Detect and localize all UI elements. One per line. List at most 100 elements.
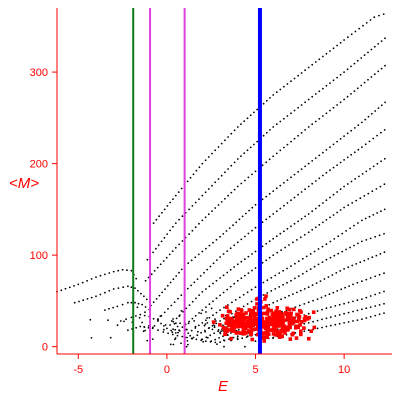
- data-point: [313, 250, 316, 253]
- data-point: [379, 185, 382, 188]
- data-point: [278, 286, 281, 288]
- y-axis-label: <M>: [9, 175, 39, 192]
- data-point: [222, 324, 224, 327]
- red-point: [245, 315, 250, 320]
- data-point: [197, 330, 199, 333]
- red-point: [290, 332, 295, 337]
- data-point: [265, 131, 268, 134]
- data-point: [338, 314, 341, 316]
- data-point: [290, 80, 292, 83]
- data-point: [370, 76, 373, 78]
- data-point: [325, 258, 328, 261]
- data-point: [346, 183, 349, 185]
- data-point: [194, 226, 197, 229]
- data-point: [139, 325, 142, 328]
- data-point: [167, 332, 170, 335]
- data-point: [223, 345, 225, 348]
- red-point: [291, 317, 296, 321]
- data-point: [378, 273, 381, 276]
- data-point: [317, 248, 320, 250]
- data-point: [318, 90, 321, 93]
- red-point: [239, 331, 243, 335]
- data-point: [383, 208, 386, 211]
- data-point: [162, 260, 165, 262]
- red-point: [265, 310, 270, 315]
- data-point: [188, 208, 191, 211]
- data-point: [363, 54, 366, 57]
- red-point: [284, 312, 288, 317]
- data-point: [212, 282, 214, 285]
- data-point: [322, 174, 324, 177]
- data-point: [283, 146, 285, 149]
- data-point: [346, 68, 349, 71]
- data-point: [314, 61, 317, 63]
- data-point: [318, 204, 321, 207]
- data-point: [219, 341, 222, 343]
- data-point: [222, 274, 225, 277]
- data-point: [217, 178, 220, 180]
- data-point: [321, 308, 323, 311]
- red-point: [272, 315, 276, 319]
- data-point: [266, 279, 269, 282]
- data-point: [334, 315, 337, 317]
- data-point: [187, 262, 190, 265]
- red-point: [281, 319, 285, 324]
- data-point: [286, 267, 288, 270]
- data-point: [307, 98, 310, 101]
- data-point: [206, 322, 209, 324]
- data-point: [173, 301, 176, 303]
- data-point: [361, 240, 363, 243]
- data-point: [339, 270, 342, 272]
- data-point: [376, 134, 378, 137]
- data-point: [244, 179, 246, 182]
- red-point: [241, 329, 245, 333]
- data-point: [73, 285, 75, 287]
- data-point: [224, 171, 226, 174]
- data-point: [152, 251, 155, 254]
- data-point: [214, 149, 217, 152]
- data-point: [215, 238, 218, 241]
- data-point: [325, 52, 328, 55]
- data-point: [146, 258, 149, 261]
- data-point: [155, 298, 158, 300]
- data-point: [121, 268, 124, 271]
- data-point: [121, 303, 124, 306]
- data-point: [353, 244, 355, 247]
- data-point: [226, 288, 229, 291]
- data-point: [376, 212, 378, 214]
- data-point: [312, 320, 314, 323]
- data-point: [248, 209, 251, 212]
- data-point: [276, 300, 279, 302]
- data-point: [195, 297, 197, 300]
- data-point: [208, 285, 211, 288]
- data-point: [185, 307, 188, 310]
- data-point: [270, 276, 273, 279]
- red-point: [298, 323, 302, 327]
- data-point: [205, 336, 208, 339]
- red-point: [240, 313, 244, 317]
- data-point: [246, 303, 249, 305]
- data-point: [206, 317, 209, 319]
- red-point: [286, 328, 290, 332]
- data-point: [236, 335, 239, 338]
- red-point: [280, 312, 284, 316]
- data-point: [109, 336, 112, 339]
- data-point: [329, 306, 332, 308]
- data-point: [320, 296, 323, 299]
- data-point: [250, 288, 253, 291]
- data-point: [341, 232, 344, 235]
- data-point: [197, 324, 200, 327]
- data-point: [169, 281, 172, 284]
- data-point: [343, 185, 345, 188]
- red-point: [246, 329, 251, 333]
- red-point: [261, 311, 266, 316]
- data-point: [233, 129, 236, 132]
- data-point: [325, 243, 328, 246]
- data-point: [379, 253, 382, 255]
- data-point: [177, 331, 180, 334]
- data-point: [251, 206, 254, 209]
- data-point: [338, 322, 341, 325]
- data-point: [112, 288, 115, 290]
- data-point: [275, 91, 278, 94]
- vertical-lines: [132, 8, 262, 354]
